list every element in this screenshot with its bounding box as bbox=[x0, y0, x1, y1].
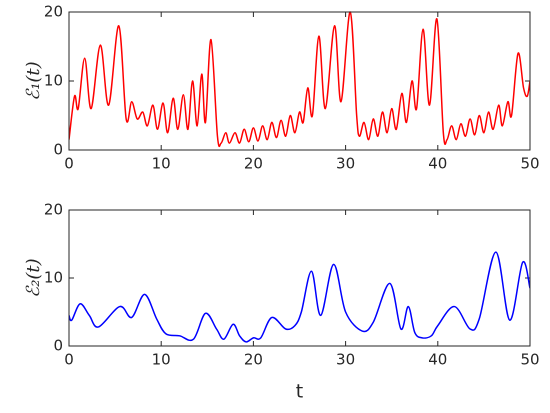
axes-box bbox=[68, 209, 531, 347]
x-tick-label: 40 bbox=[428, 351, 447, 369]
x-tick-label: 0 bbox=[64, 351, 74, 369]
x-tick-label: 50 bbox=[520, 351, 539, 369]
y-axis-label: ℰ₁(t) bbox=[23, 61, 44, 100]
x-tick-label: 10 bbox=[152, 351, 171, 369]
plot-area bbox=[69, 11, 530, 148]
x-tick-label: 30 bbox=[336, 155, 355, 173]
data-line bbox=[69, 251, 530, 343]
x-tick-label: 10 bbox=[152, 155, 171, 173]
x-axis-label: t bbox=[296, 381, 303, 403]
x-tick-label: 50 bbox=[520, 155, 539, 173]
y-tick-label: 10 bbox=[44, 72, 63, 90]
y-tick-label: 10 bbox=[44, 269, 63, 287]
y-tick-label: 0 bbox=[53, 141, 63, 159]
data-line bbox=[69, 11, 530, 148]
x-tick-label: 20 bbox=[244, 351, 263, 369]
y-tick-label: 0 bbox=[53, 337, 63, 355]
axes-box bbox=[68, 11, 531, 151]
x-tick-label: 20 bbox=[244, 155, 263, 173]
y-tick-label: 20 bbox=[44, 201, 63, 219]
x-tick-label: 30 bbox=[336, 351, 355, 369]
x-tick-label: 40 bbox=[428, 155, 447, 173]
x-tick-label: 0 bbox=[64, 155, 74, 173]
y-axis-label: ℰ₂(t) bbox=[23, 258, 44, 297]
y-tick-label: 20 bbox=[44, 3, 63, 21]
plot-area bbox=[69, 251, 530, 343]
